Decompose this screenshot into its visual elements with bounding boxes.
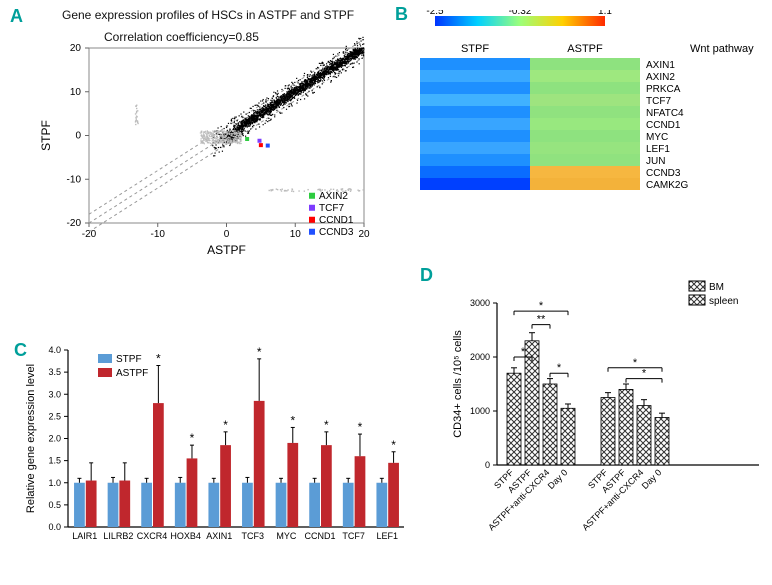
panel-b-label: B [395, 4, 408, 25]
svg-text:*: * [190, 431, 195, 445]
panel-d-barchart: 0 1000 2000 3000 CD34+ cells /10⁵ cells BM spl… [445, 275, 765, 550]
svg-text:0: 0 [485, 460, 490, 470]
svg-text:0: 0 [75, 131, 81, 142]
svg-text:20: 20 [358, 229, 370, 240]
svg-text:4.0: 4.0 [48, 345, 61, 355]
svg-text:LEF1: LEF1 [646, 144, 670, 155]
svg-text:JUN: JUN [646, 156, 665, 167]
svg-text:LILRB2: LILRB2 [103, 531, 133, 541]
svg-text:AXIN1: AXIN1 [646, 60, 675, 71]
svg-text:1.1: 1.1 [598, 10, 612, 17]
panel-a-label: A [10, 6, 23, 27]
svg-text:CCND3: CCND3 [646, 168, 681, 179]
svg-text:ASTPF: ASTPF [116, 368, 148, 379]
svg-text:CCND1: CCND1 [646, 120, 681, 131]
svg-text:0.5: 0.5 [48, 500, 61, 510]
svg-text:0.0: 0.0 [48, 522, 61, 532]
svg-text:2000: 2000 [470, 352, 490, 362]
svg-text:1000: 1000 [470, 406, 490, 416]
panel-b-heatmap: -2.5 -0.32 1.1 STPF ASTPF Wnt pathway AXIN1AXI… [410, 10, 762, 220]
svg-text:CCND1: CCND1 [319, 215, 354, 226]
svg-text:20: 20 [70, 43, 82, 54]
svg-text:10: 10 [70, 87, 82, 98]
panel-b-container: -2.5 -0.32 1.1 STPF ASTPF Wnt pathway AXIN1AXI… [410, 10, 762, 220]
svg-text:STPF: STPF [39, 120, 53, 151]
svg-text:HOXB4: HOXB4 [170, 531, 201, 541]
svg-text:3.5: 3.5 [48, 367, 61, 377]
panel-a-scatter: -20-20 -10 -10 0 0 10 10 20 20 ASTPF STPF AXIN2TCF7… [34, 8, 374, 258]
svg-text:2.5: 2.5 [48, 411, 61, 421]
svg-text:-10: -10 [67, 174, 82, 185]
svg-text:AXIN2: AXIN2 [319, 191, 348, 202]
svg-text:*: * [290, 413, 295, 427]
svg-text:Day 0: Day 0 [640, 467, 664, 491]
svg-text:LAIR1: LAIR1 [72, 531, 97, 541]
svg-text:1.0: 1.0 [48, 478, 61, 488]
svg-text:LEF1: LEF1 [376, 531, 398, 541]
svg-text:*: * [521, 346, 526, 358]
svg-text:CCND3: CCND3 [319, 227, 354, 238]
svg-text:CXCR4: CXCR4 [137, 531, 168, 541]
svg-text:TCF7: TCF7 [319, 203, 344, 214]
svg-text:TCF7: TCF7 [646, 96, 671, 107]
svg-text:-2.5: -2.5 [426, 10, 444, 17]
svg-text:BM: BM [709, 282, 724, 293]
svg-text:Relative gene expression level: Relative gene expression level [25, 364, 37, 513]
svg-text:Day 0: Day 0 [546, 467, 570, 491]
svg-text:*: * [324, 418, 329, 432]
svg-text:3000: 3000 [470, 298, 490, 308]
svg-text:10: 10 [290, 229, 302, 240]
svg-text:-20: -20 [67, 218, 82, 229]
svg-text:*: * [557, 362, 562, 374]
svg-text:CAMK2G: CAMK2G [646, 180, 688, 191]
svg-text:MYC: MYC [276, 531, 297, 541]
svg-text:**: ** [537, 314, 546, 326]
svg-text:PRKCA: PRKCA [646, 84, 681, 95]
svg-text:0: 0 [224, 229, 230, 240]
svg-text:*: * [633, 357, 638, 369]
svg-text:STPF: STPF [116, 354, 142, 365]
svg-text:*: * [223, 418, 228, 432]
svg-text:ASTPF: ASTPF [207, 243, 246, 257]
svg-text:*: * [257, 345, 262, 359]
svg-text:1.5: 1.5 [48, 456, 61, 466]
svg-text:MYC: MYC [646, 132, 668, 143]
svg-text:-10: -10 [151, 229, 166, 240]
svg-text:Wnt pathway: Wnt pathway [690, 43, 754, 55]
svg-text:-0.32: -0.32 [509, 10, 532, 17]
svg-text:AXIN1: AXIN1 [206, 531, 232, 541]
svg-text:*: * [391, 438, 396, 452]
svg-text:-20: -20 [82, 229, 97, 240]
svg-text:*: * [539, 300, 544, 312]
svg-text:2.0: 2.0 [48, 434, 61, 444]
svg-text:*: * [156, 351, 161, 365]
svg-text:ASTPF: ASTPF [567, 43, 603, 55]
svg-text:*: * [358, 420, 363, 434]
svg-text:3.0: 3.0 [48, 389, 61, 399]
panel-c-barchart: 0.0 0.5 1.0 1.5 2.0 2.5 3.0 3.5 4.0 Relative gene… [20, 340, 410, 565]
panel-d-container: 0 1000 2000 3000 CD34+ cells /10⁵ cells BM spl… [445, 275, 765, 550]
panel-c-container: 0.0 0.5 1.0 1.5 2.0 2.5 3.0 3.5 4.0 Relative gene… [20, 340, 410, 565]
svg-text:STPF: STPF [461, 43, 489, 55]
panel-a-container: Gene expression profiles of HSCs in ASTP… [34, 8, 374, 258]
svg-text:NFATC4: NFATC4 [646, 108, 684, 119]
svg-text:AXIN2: AXIN2 [646, 72, 675, 83]
svg-text:TCF3: TCF3 [242, 531, 264, 541]
svg-text:CCND1: CCND1 [304, 531, 335, 541]
svg-text:spleen: spleen [709, 296, 738, 307]
panel-d-label: D [420, 265, 433, 286]
svg-text:TCF7: TCF7 [342, 531, 365, 541]
svg-text:*: * [642, 368, 647, 380]
svg-text:CD34+ cells /10⁵ cells: CD34+ cells /10⁵ cells [452, 330, 464, 438]
